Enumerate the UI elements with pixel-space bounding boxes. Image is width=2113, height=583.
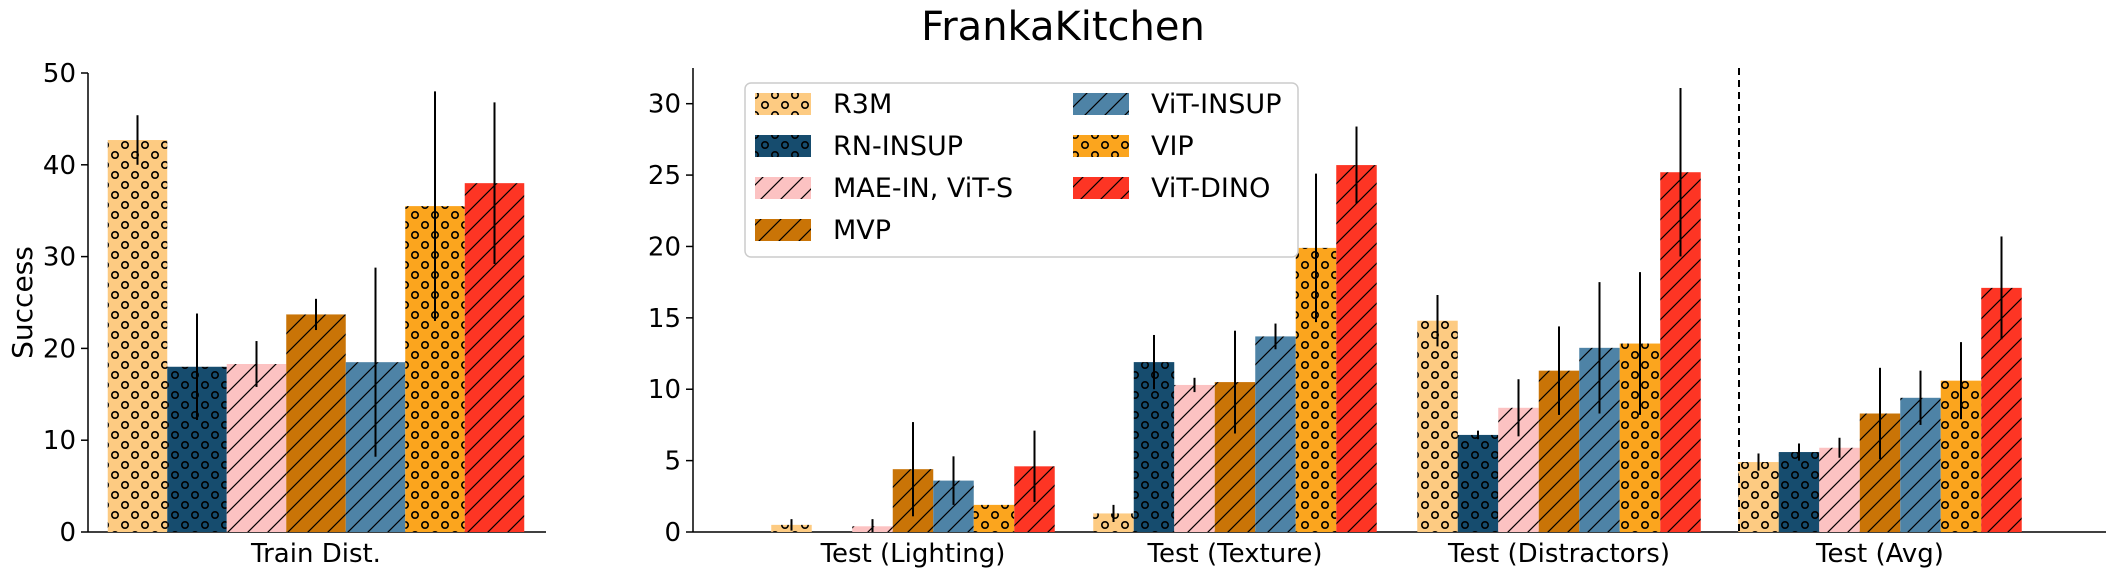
bar-rn-insup-test-avg <box>1778 452 1820 532</box>
legend-label-r3m: R3M <box>833 89 892 120</box>
x-tick-label: Test (Lighting) <box>820 539 1006 569</box>
y-axis-label: Success <box>6 246 39 359</box>
y-tick-label: 25 <box>648 161 681 191</box>
bar-r3m-test-avg <box>1738 462 1779 532</box>
legend-label-vit-dino: ViT-DINO <box>1151 173 1270 204</box>
x-tick-label: Test (Texture) <box>1147 539 1323 569</box>
bar-mae-in-vit-s-test-texture <box>1174 384 1215 532</box>
y-tick-label: 0 <box>664 518 681 548</box>
legend-label-mae-in-vit-s: MAE-IN, ViT-S <box>833 173 1013 204</box>
legend-swatch-rn-insup <box>755 135 811 157</box>
y-tick-label: 40 <box>43 151 76 181</box>
x-tick-label: Test (Distractors) <box>1447 539 1670 569</box>
legend-box <box>744 82 1299 258</box>
y-tick-label: 30 <box>648 90 681 120</box>
x-tick-label: Test (Avg) <box>1815 539 1944 569</box>
legend-label-rn-insup: RN-INSUP <box>833 131 963 162</box>
x-tick-label: Train Dist. <box>250 539 381 569</box>
y-tick-label: 20 <box>648 232 681 262</box>
y-tick-label: 50 <box>43 59 76 89</box>
legend: R3M RN-INSUP MAE-IN, ViT-S MVP ViT-INSUP VIP V… <box>744 82 1299 258</box>
legend-swatch-vip <box>1073 135 1129 157</box>
y-tick-label: 20 <box>43 334 76 364</box>
y-tick-label: 10 <box>43 426 76 456</box>
y-tick-label: 30 <box>43 243 76 273</box>
legend-label-mvp: MVP <box>833 215 891 246</box>
figure-title: FrankaKitchen <box>921 4 1205 50</box>
left-panel: 0 10 20 30 40 50 Success Train Dist. <box>6 59 546 569</box>
legend-swatch-mae-in-vit-s <box>755 177 811 199</box>
y-tick-label: 15 <box>648 304 681 334</box>
y-tick-label: 5 <box>664 447 681 477</box>
legend-swatch-vit-insup <box>1073 93 1129 115</box>
y-tick-label: 10 <box>648 375 681 405</box>
bar-mae-in-vit-s-train-dist <box>226 364 287 532</box>
bar-vit-dino-test-texture <box>1336 165 1377 533</box>
legend-label-vip: VIP <box>1151 131 1194 162</box>
legend-swatch-mvp <box>755 219 811 241</box>
y-tick-label: 0 <box>59 518 76 548</box>
right-panel: 0 5 10 15 20 25 30 Test (Lighting) Test (Texture… <box>648 68 2106 569</box>
bar-rn-insup-test-texture <box>1133 362 1175 532</box>
legend-label-vit-insup: ViT-INSUP <box>1151 89 1281 120</box>
bar-rn-insup-test-distractors <box>1457 434 1499 532</box>
bar-r3m-test-distractors <box>1417 320 1458 532</box>
bar-r3m-train-dist <box>107 140 168 533</box>
legend-swatch-vit-dino <box>1073 177 1129 199</box>
bar-vit-insup-test-texture <box>1255 336 1296 532</box>
bar-mae-in-vit-s-test-avg <box>1819 447 1860 532</box>
bar-r3m-test-texture <box>1093 513 1134 532</box>
bar-mvp-train-dist <box>286 314 346 532</box>
legend-swatch-r3m <box>755 93 811 115</box>
bar-vip-test-lighting <box>973 504 1015 532</box>
